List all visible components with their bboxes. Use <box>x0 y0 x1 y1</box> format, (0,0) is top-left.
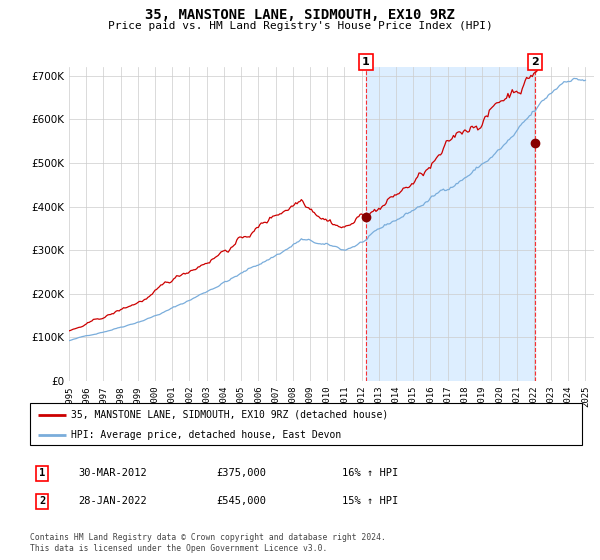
Text: £375,000: £375,000 <box>216 468 266 478</box>
FancyBboxPatch shape <box>30 403 582 445</box>
Bar <box>366 67 535 381</box>
Text: 35, MANSTONE LANE, SIDMOUTH, EX10 9RZ (detached house): 35, MANSTONE LANE, SIDMOUTH, EX10 9RZ (d… <box>71 410 389 420</box>
Text: 2: 2 <box>39 496 45 506</box>
Text: 30-MAR-2012: 30-MAR-2012 <box>78 468 147 478</box>
Text: Contains HM Land Registry data © Crown copyright and database right 2024.
This d: Contains HM Land Registry data © Crown c… <box>30 533 386 553</box>
Text: 35, MANSTONE LANE, SIDMOUTH, EX10 9RZ: 35, MANSTONE LANE, SIDMOUTH, EX10 9RZ <box>145 8 455 22</box>
Text: 28-JAN-2022: 28-JAN-2022 <box>78 496 147 506</box>
Text: 16% ↑ HPI: 16% ↑ HPI <box>342 468 398 478</box>
Text: 1: 1 <box>39 468 45 478</box>
Text: 15% ↑ HPI: 15% ↑ HPI <box>342 496 398 506</box>
Text: 1: 1 <box>362 57 370 67</box>
Text: £545,000: £545,000 <box>216 496 266 506</box>
Text: Price paid vs. HM Land Registry's House Price Index (HPI): Price paid vs. HM Land Registry's House … <box>107 21 493 31</box>
Text: 2: 2 <box>531 57 539 67</box>
Text: HPI: Average price, detached house, East Devon: HPI: Average price, detached house, East… <box>71 430 341 440</box>
